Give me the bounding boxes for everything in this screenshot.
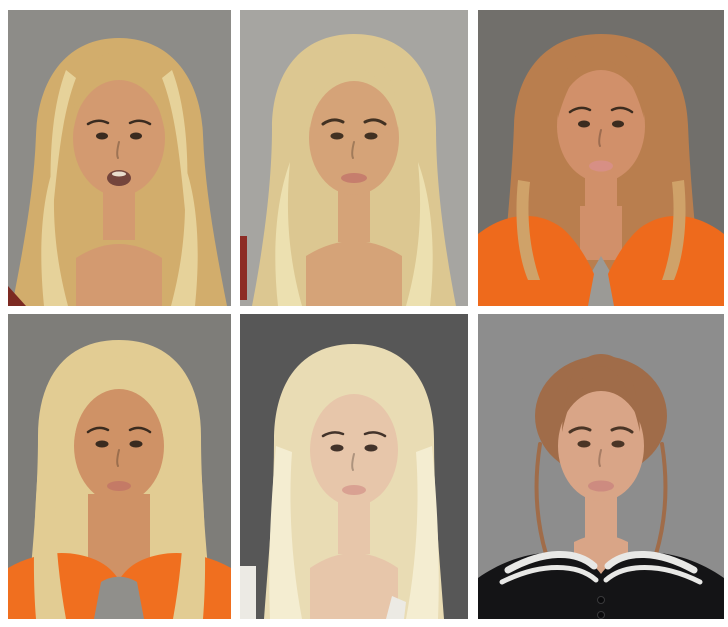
hair-highlight-right [162, 70, 188, 220]
right-eye [364, 132, 378, 140]
face-shape [74, 389, 164, 503]
neck-shape [103, 188, 135, 240]
left-eye [330, 132, 344, 140]
right-eyebrow [610, 426, 634, 434]
mugshot-photo-top-left [8, 10, 231, 306]
lips [589, 160, 613, 172]
mugshot-illustration [240, 314, 468, 619]
right-eyebrow [128, 119, 152, 126]
hair-fringe-shape [310, 360, 398, 444]
left-eye [96, 132, 108, 140]
red-corner-accent [8, 286, 26, 306]
right-eye [611, 440, 625, 448]
right-eyebrow [610, 106, 634, 114]
jacket-snap-button-top [597, 596, 605, 604]
hair-fringe-shape [310, 50, 398, 128]
left-eyebrow [568, 106, 592, 114]
white-top-strap [386, 596, 406, 619]
mugshot-illustration [478, 314, 724, 619]
hair-strand-left [269, 446, 302, 619]
nose-line [116, 141, 120, 159]
face-shape [73, 80, 165, 196]
neck-shape [338, 500, 370, 554]
hair-strand-left [516, 180, 540, 280]
hair-highlight-left [50, 70, 76, 220]
nose-line [351, 141, 355, 159]
mugshot-photo-bottom-left [8, 314, 231, 619]
mugshot-photo-bottom-right [478, 314, 724, 619]
collar-stripe-inner-right [603, 565, 703, 585]
right-eye [130, 132, 142, 140]
chest-shape [306, 241, 402, 306]
mugshot-illustration [240, 10, 468, 306]
neck-shape [338, 190, 370, 242]
left-eye [330, 444, 344, 452]
hair-fringe-shape [74, 356, 164, 440]
right-eye [364, 444, 378, 452]
hair-strand-right [173, 444, 206, 619]
white-top-left-corner [240, 566, 256, 619]
neck-shape [585, 496, 617, 554]
hair-fringe-shape [558, 46, 644, 118]
hair-wisp-right [654, 442, 668, 556]
mugshot-photo-top-right [478, 10, 724, 306]
nose-line [351, 453, 355, 471]
mugshot-illustration [8, 10, 231, 306]
left-eyebrow [321, 431, 345, 438]
teeth [112, 171, 126, 177]
lips [588, 480, 614, 492]
hair-strand-left [275, 162, 302, 306]
jumpsuit-left-shape [478, 215, 594, 306]
hair-fringe-shape [562, 354, 640, 432]
face-shape [557, 70, 645, 182]
chest-shape [76, 244, 162, 306]
left-eyebrow [568, 426, 592, 434]
right-eye [129, 440, 143, 448]
left-eyebrow [86, 426, 110, 434]
hair-strand-right [406, 446, 439, 619]
chest-shape [310, 553, 398, 619]
red-edge-accent [240, 236, 247, 300]
face-shape [558, 391, 644, 501]
mugshot-illustration [478, 10, 724, 306]
right-eye [612, 120, 624, 128]
hair-fringe-shape [73, 52, 165, 132]
right-eyebrow [363, 431, 387, 438]
left-eye [577, 440, 591, 448]
undershirt-shape [94, 576, 144, 619]
mugshot-illustration [8, 314, 231, 619]
nose-line [598, 129, 602, 147]
collar-stripe-outer-right [604, 551, 698, 574]
right-eyebrow [363, 118, 387, 126]
nose-line [116, 449, 120, 467]
hair-strand-right [406, 162, 433, 306]
jumpsuit-right-shape [608, 215, 724, 306]
left-eyebrow [321, 118, 345, 126]
mugshot-photo-top-middle [240, 10, 468, 306]
jacket-snap-button-bottom [597, 611, 605, 619]
hair-strand-left [41, 160, 68, 306]
face-shape [310, 394, 398, 506]
left-eye [578, 120, 590, 128]
hair-wisp-left [534, 442, 548, 556]
face-shape [309, 81, 399, 195]
lips [342, 485, 366, 495]
hair-strand-left [33, 444, 66, 619]
left-eyebrow [86, 119, 110, 126]
right-eyebrow [128, 426, 152, 434]
lips [107, 481, 131, 491]
mugshot-photo-bottom-middle [240, 314, 468, 619]
nose-line [598, 449, 602, 467]
collar-stripe-outer-left [504, 551, 598, 574]
hair-strand-right [171, 160, 198, 306]
lips [341, 173, 367, 183]
left-eye [95, 440, 109, 448]
collar-stripe-inner-left [499, 565, 599, 585]
neck-shape [103, 496, 135, 556]
hair-strand-right [662, 180, 686, 280]
